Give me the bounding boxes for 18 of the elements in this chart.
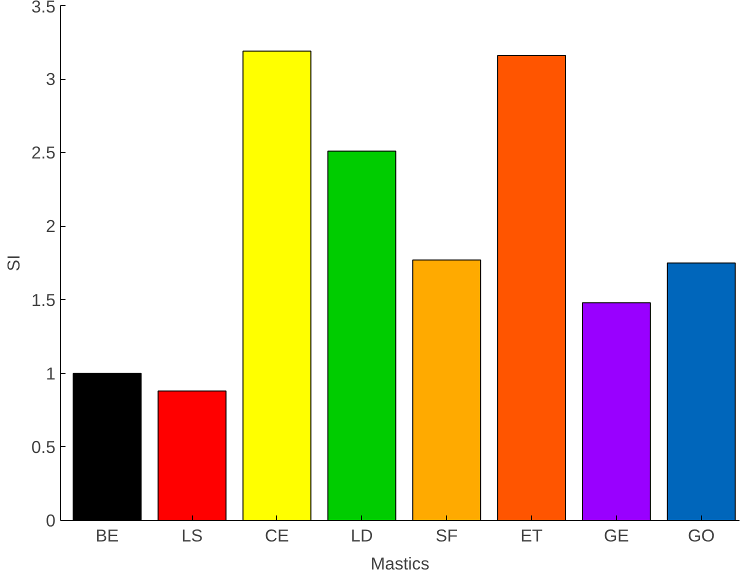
y-tick-label: 2.5 [31,142,56,163]
x-tick-label: ET [520,526,544,546]
x-tick-label: LS [181,526,203,546]
y-axis-title: SI [3,254,24,272]
y-tick-label: 0 [46,510,56,530]
x-tick-label: GO [688,526,715,546]
y-tick-label: 1 [46,363,56,384]
x-tick-label: CE [264,526,289,546]
y-tick-label: 2 [46,216,56,236]
y-tick-label: 1.5 [31,290,56,310]
y-tick-label: 3.5 [31,0,56,16]
x-tick-label: SF [436,526,458,546]
x-tick-label: BE [96,526,119,546]
x-tick-label: LD [350,526,373,546]
y-tick-label: 0.5 [31,436,56,457]
x-axis-title: Mastics [370,554,430,574]
x-tick-label: GE [604,526,629,546]
y-tick-label: 3 [46,69,56,90]
